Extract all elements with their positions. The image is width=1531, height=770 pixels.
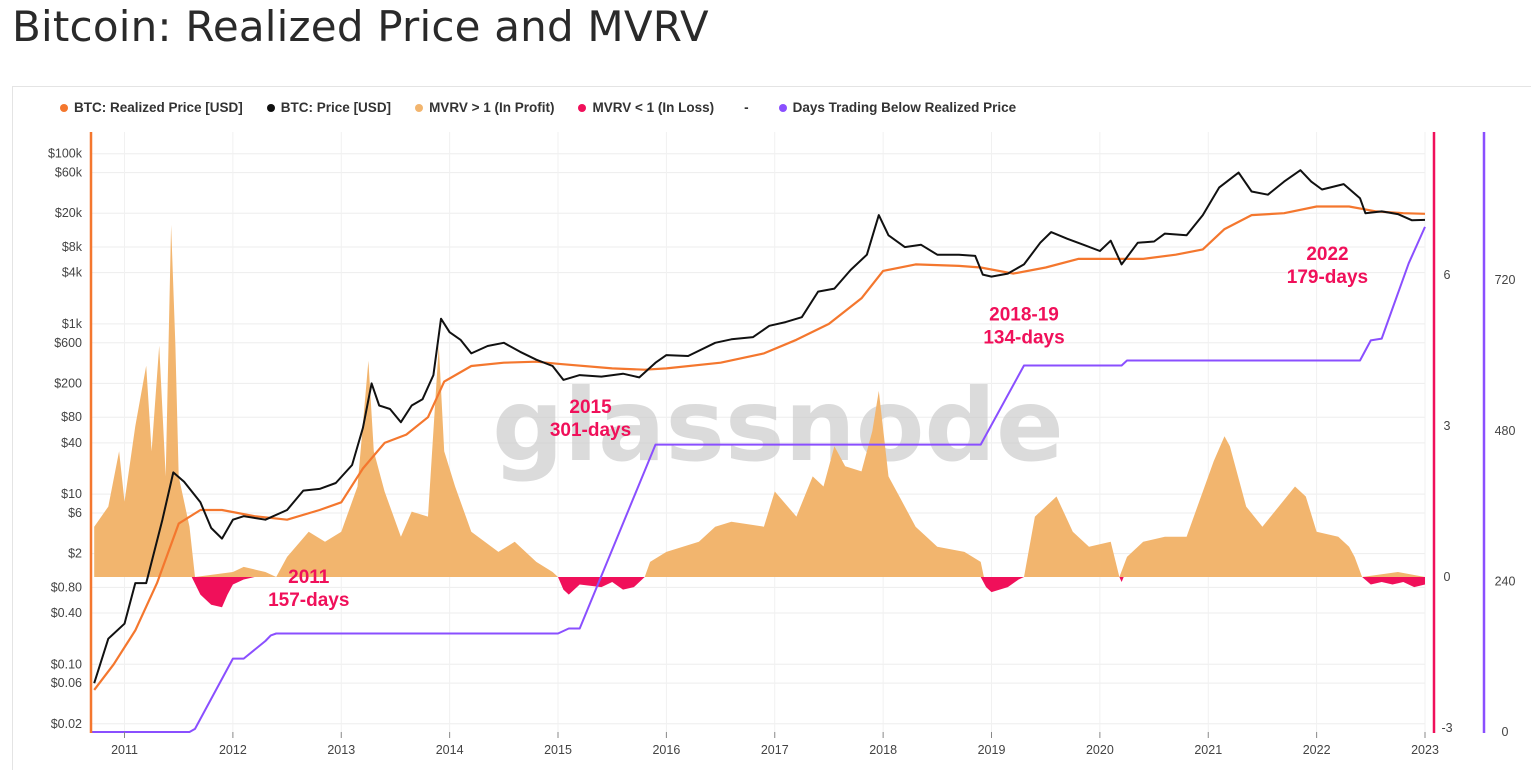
annotation-days-3: 179-days	[1287, 267, 1368, 288]
x-tick-label-0: 2011	[111, 743, 138, 757]
price-tick-label-16: $0.06	[51, 676, 82, 690]
chart-legend: BTC: Realized Price [USD] BTC: Price [US…	[60, 100, 1016, 115]
price-tick-label-14: $0.40	[51, 606, 82, 620]
price-tick-label-7: $200	[54, 376, 82, 390]
days-tick-label-1: 480	[1495, 424, 1516, 438]
price-tick-label-1: $60k	[55, 166, 83, 180]
x-tick-label-3: 2014	[436, 743, 464, 757]
annotation-days-2: 134-days	[983, 327, 1064, 348]
price-tick-label-12: $2	[68, 547, 82, 561]
legend-item-dash[interactable]: -	[738, 100, 755, 115]
days-tick-label-2: 240	[1495, 574, 1516, 588]
legend-label-dash: -	[744, 100, 749, 115]
price-tick-label-10: $10	[61, 487, 82, 501]
legend-dot-price	[266, 103, 275, 112]
series-realized-price-line	[93, 205, 1426, 691]
x-tick-label-12: 2023	[1411, 743, 1439, 757]
x-tick-label-9: 2020	[1086, 743, 1114, 757]
legend-label-realized-price: BTC: Realized Price [USD]	[74, 100, 243, 115]
price-tick-label-11: $6	[68, 506, 82, 520]
x-tick-label-1: 2012	[219, 743, 247, 757]
legend-dot-mvrv-loss	[578, 103, 587, 112]
days-tick-label-0: 720	[1495, 273, 1516, 287]
legend-dot-mvrv-profit	[415, 103, 424, 112]
x-tick-label-8: 2019	[978, 743, 1006, 757]
x-tick-label-7: 2018	[869, 743, 897, 757]
mvrv-tick-label-2: 0	[1444, 570, 1451, 584]
legend-dot-realized-price	[60, 103, 68, 112]
annotation-days-1: 301-days	[550, 420, 631, 441]
legend-item-realized-price[interactable]: BTC: Realized Price [USD]	[60, 100, 243, 115]
price-tick-label-17: $0.02	[51, 717, 82, 731]
price-tick-label-5: $1k	[62, 317, 83, 331]
annotation-year-2: 2018-19	[989, 304, 1059, 325]
annotation-year-0: 2011	[288, 567, 330, 588]
mvrv-tick-label-0: 6	[1444, 268, 1451, 282]
legend-label-days-below: Days Trading Below Realized Price	[792, 100, 1017, 115]
series-price-line	[93, 169, 1426, 684]
x-tick-label-11: 2022	[1303, 743, 1331, 757]
legend-label-mvrv-loss: MVRV < 1 (In Loss)	[592, 100, 715, 115]
price-tick-label-8: $80	[61, 410, 82, 424]
price-tick-label-3: $8k	[62, 240, 83, 254]
x-tick-label-5: 2016	[652, 743, 680, 757]
price-tick-label-6: $600	[54, 336, 82, 350]
chart-card	[12, 86, 1531, 770]
price-tick-label-15: $0.10	[51, 657, 82, 671]
days-tick-label-3: 0	[1502, 725, 1509, 739]
x-tick-label-4: 2015	[544, 743, 572, 757]
legend-item-price[interactable]: BTC: Price [USD]	[266, 100, 392, 115]
legend-dot-days-below	[778, 103, 787, 112]
x-tick-label-2: 2013	[327, 743, 355, 757]
series-mvrv-profit-area	[94, 224, 1426, 577]
series-mvrv-loss-area	[191, 577, 1426, 608]
price-tick-label-4: $4k	[62, 266, 83, 280]
mvrv-tick-label-3: -3	[1441, 721, 1452, 735]
x-tick-label-6: 2017	[761, 743, 789, 757]
watermark-text: glassnode	[492, 367, 1064, 484]
legend-label-price: BTC: Price [USD]	[280, 100, 392, 115]
page-title: Bitcoin: Realized Price and MVRV	[12, 2, 709, 51]
legend-label-mvrv-profit: MVRV > 1 (In Profit)	[429, 100, 555, 115]
mvrv-tick-label-1: 3	[1444, 419, 1451, 433]
x-tick-label-10: 2021	[1194, 743, 1222, 757]
series-days-below-line	[92, 226, 1426, 733]
legend-item-mvrv-profit[interactable]: MVRV > 1 (In Profit)	[415, 100, 554, 115]
annotation-year-3: 2022	[1306, 244, 1348, 265]
annotation-days-0: 157-days	[268, 590, 349, 611]
legend-item-mvrv-loss[interactable]: MVRV < 1 (In Loss)	[578, 100, 714, 115]
legend-item-days-below[interactable]: Days Trading Below Realized Price	[778, 100, 1017, 115]
price-tick-label-13: $0.80	[51, 580, 82, 594]
price-tick-label-2: $20k	[55, 206, 83, 220]
price-tick-label-0: $100k	[48, 147, 83, 161]
price-tick-label-9: $40	[61, 436, 82, 450]
annotation-year-1: 2015	[569, 397, 612, 418]
